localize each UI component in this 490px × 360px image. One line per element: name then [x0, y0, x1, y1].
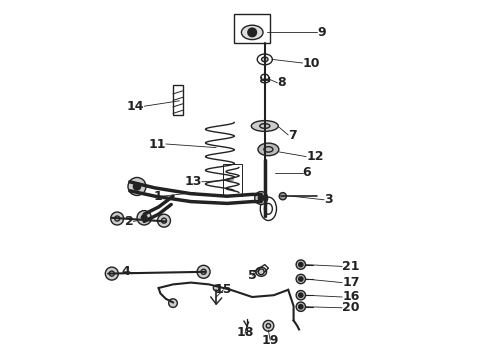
Text: 10: 10: [303, 57, 320, 69]
Bar: [223, 164, 242, 196]
Text: 19: 19: [262, 334, 279, 347]
Ellipse shape: [256, 267, 267, 276]
Circle shape: [258, 195, 264, 201]
Text: 16: 16: [342, 291, 360, 303]
Text: 7: 7: [288, 129, 297, 141]
Ellipse shape: [242, 25, 263, 40]
Text: 11: 11: [148, 138, 166, 150]
Text: 20: 20: [342, 301, 360, 314]
Circle shape: [298, 305, 303, 309]
Circle shape: [296, 274, 305, 284]
Text: 3: 3: [324, 193, 333, 206]
Text: 15: 15: [215, 283, 232, 296]
Text: 12: 12: [306, 150, 324, 163]
Text: 4: 4: [121, 265, 130, 278]
Text: 18: 18: [236, 327, 254, 339]
Circle shape: [298, 293, 303, 297]
Circle shape: [133, 183, 141, 190]
Text: 9: 9: [317, 26, 326, 39]
Text: 5: 5: [248, 269, 257, 282]
Text: 17: 17: [342, 276, 360, 289]
Text: 2: 2: [124, 215, 133, 228]
Circle shape: [111, 212, 123, 225]
Text: 21: 21: [342, 260, 360, 273]
Bar: [173, 85, 183, 115]
Text: 1: 1: [153, 190, 162, 203]
Circle shape: [128, 177, 146, 195]
Circle shape: [157, 214, 171, 227]
Circle shape: [169, 299, 177, 307]
Ellipse shape: [258, 143, 279, 156]
Text: 6: 6: [303, 166, 311, 179]
Circle shape: [279, 193, 286, 200]
Circle shape: [263, 320, 274, 331]
Ellipse shape: [262, 57, 268, 62]
Circle shape: [296, 291, 305, 300]
Text: 14: 14: [127, 100, 144, 113]
Circle shape: [255, 192, 268, 204]
Text: 13: 13: [184, 175, 202, 188]
Circle shape: [213, 285, 219, 291]
Circle shape: [141, 215, 147, 221]
Circle shape: [197, 265, 210, 278]
Circle shape: [298, 262, 303, 267]
Circle shape: [298, 277, 303, 281]
Circle shape: [296, 260, 305, 269]
Circle shape: [105, 267, 118, 280]
Text: 8: 8: [277, 76, 286, 89]
Circle shape: [137, 211, 151, 225]
Ellipse shape: [251, 121, 278, 131]
Circle shape: [296, 302, 305, 311]
Bar: [234, 14, 270, 43]
Circle shape: [248, 28, 257, 37]
